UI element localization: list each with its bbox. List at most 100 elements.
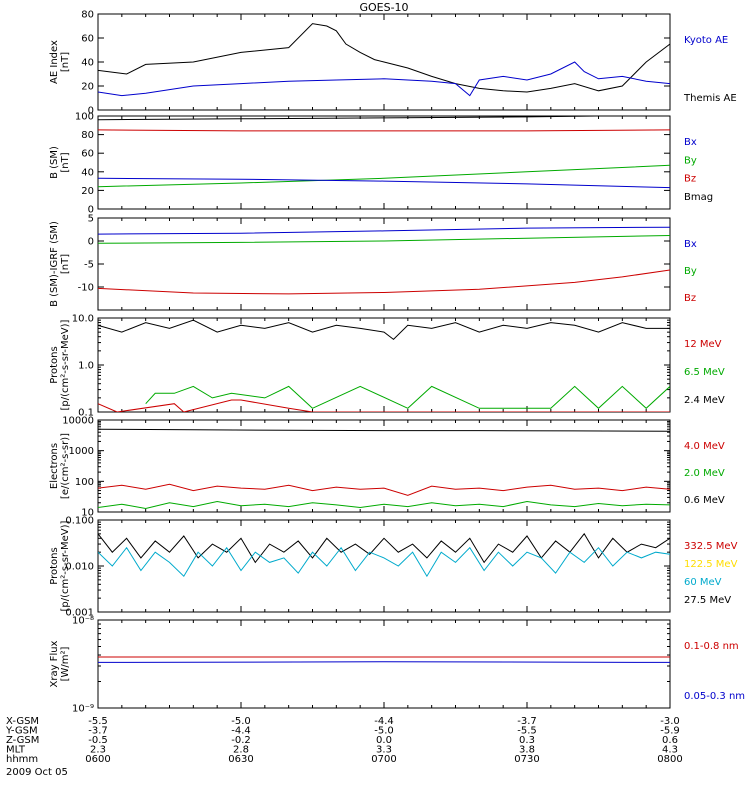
panel-7: 10⁻⁹ 10⁻⁸ Xray Flux [W/m²] 0.1-0.8 nm 0.05-0.… (49, 616, 745, 715)
y-tick-label: 10.0 (72, 314, 94, 325)
y-tick-label: -10 (78, 283, 94, 294)
y-tick-label: 0 (88, 106, 94, 117)
legend-label: 0.05-0.3 nm (684, 691, 745, 702)
orbit-value: -0.2 (231, 735, 251, 746)
y-axis-label: [W/m²] (60, 646, 71, 681)
y-tick-label: 20 (81, 186, 94, 197)
y-axis-label: [p/(cm²-s-sr-MeV)] (60, 520, 71, 611)
orbit-value: 0630 (228, 754, 253, 765)
panel-frame (97, 115, 671, 210)
legend-label: Bz (684, 293, 696, 304)
series-line-bmag (98, 116, 639, 121)
legend-label: 12 MeV (684, 339, 722, 350)
orbit-value: 0700 (371, 754, 396, 765)
y-tick-label: 10000 (62, 416, 94, 427)
series-line-themis-ae (98, 23, 670, 93)
legend-label: 0.6 MeV (684, 495, 725, 506)
legend-label: 0.1-0.8 nm (684, 641, 739, 652)
orbit-value: 3.8 (519, 745, 535, 756)
series-line-bz (98, 129, 670, 132)
orbit-value: 0.3 (519, 735, 535, 746)
series-line-bx (98, 226, 670, 235)
orbit-value: 3.3 (376, 745, 392, 756)
orbit-value: 4.3 (662, 745, 678, 756)
series-line-2-0-mev (98, 500, 670, 510)
orbit-value: 0.6 (662, 735, 678, 746)
y-axis-label: [nT] (60, 52, 71, 72)
orbit-value: 0800 (657, 754, 682, 765)
series-line-kyoto-ae (98, 61, 670, 97)
y-axis-label: Protons (49, 547, 60, 584)
series-line-0-6-mev (98, 428, 670, 432)
legend-label: Kyoto AE (684, 35, 728, 46)
y-tick-label: 100 (75, 477, 94, 488)
orbit-value: 2.3 (90, 745, 106, 756)
orbit-value: -5.5 (517, 726, 537, 737)
y-tick-label: 80 (81, 130, 94, 141)
y-axis-label: [p/(cm²-s-sr-MeV)] (60, 319, 71, 410)
legend-label: 27.5 MeV (684, 595, 731, 606)
legend-label: 2.0 MeV (684, 468, 725, 479)
orbit-value: -4.4 (231, 726, 251, 737)
orbit-row-label: X-GSM (6, 716, 39, 727)
legend-label: 122.5 MeV (684, 559, 738, 570)
series-line-by (98, 164, 670, 188)
y-tick-label: 0.010 (65, 562, 94, 573)
orbit-value: 2.8 (233, 745, 249, 756)
legend-label: 332.5 MeV (684, 541, 738, 552)
orbit-value: -3.7 (88, 726, 108, 737)
y-axis-label: Xray Flux (49, 640, 60, 687)
y-tick-label: 10⁻⁸ (72, 616, 94, 627)
orbit-value: 0600 (85, 754, 110, 765)
series-line-4-0-mev (98, 483, 670, 496)
y-tick-label: 5 (88, 214, 94, 225)
y-tick-label: 10⁻⁹ (72, 704, 94, 715)
y-tick-label: 0 (88, 205, 94, 216)
orbit-table: X-GSM -5.5 -5.0 -4.4 -3.7 -3.0Y-GSM -3.7 -4.4 -5… (5, 716, 683, 778)
orbit-value: -5.0 (374, 726, 394, 737)
orbit-value: -5.5 (88, 716, 108, 727)
legend-label: By (684, 266, 697, 277)
y-tick-label: 0.1 (78, 408, 94, 419)
y-axis-label: AE Index (49, 40, 60, 84)
series-line-2-4-mev (98, 319, 670, 341)
legend-label: 60 MeV (684, 577, 722, 588)
panel-5: 10 100 1000 10000 Electrons [e/(cm²-s-sr)] 4.0… (49, 416, 725, 519)
y-tick-label: 20 (81, 82, 94, 93)
panel-frame (97, 419, 671, 513)
y-axis-label: B (SM) (49, 146, 60, 179)
orbit-value: -3.0 (660, 716, 680, 727)
y-tick-label: 60 (81, 34, 94, 45)
orbit-row-label: hhmm (6, 754, 38, 765)
legend-label: 2.4 MeV (684, 395, 725, 406)
orbit-value: -3.7 (517, 716, 537, 727)
series-line-27-5-mev (98, 532, 670, 564)
orbit-row-label: Z-GSM (6, 735, 39, 746)
series-line-6-5-mev (145, 385, 670, 409)
legend-label: 4.0 MeV (684, 441, 725, 452)
legend-label: Bmag (684, 192, 713, 203)
plot-date: 2009 Oct 05 (6, 767, 68, 778)
y-axis-label: [nT] (60, 152, 71, 172)
panel-3: -10 -5 0 5 B (SM)-IGRF (SM) [nT] Bx By Bz (49, 214, 697, 311)
legend-label: 6.5 MeV (684, 367, 725, 378)
legend-label: Themis AE (683, 93, 737, 104)
panel-4: 0.1 1.0 10.0 Protons [p/(cm²-s-sr-MeV)] 12 Me… (49, 314, 725, 419)
orbit-value: -0.5 (88, 735, 108, 746)
y-tick-label: 1000 (69, 446, 94, 457)
y-tick-label: 40 (81, 58, 94, 69)
orbit-value: 0.0 (376, 735, 392, 746)
legend-label: Bx (684, 137, 697, 148)
y-tick-label: 0 (88, 237, 94, 248)
panel-6: 0.001 0.010 0.100 Protons [p/(cm²-s-sr-MeV)]… (49, 516, 738, 619)
y-axis-label: [e/(cm²-s-sr)] (60, 433, 71, 499)
y-tick-label: 40 (81, 167, 94, 178)
orbit-value: -5.9 (660, 726, 680, 737)
series-line-0-05-0-3-nm (98, 661, 670, 663)
y-tick-label: 80 (81, 10, 94, 21)
legend-label: Bz (684, 174, 696, 185)
y-tick-label: 100 (75, 112, 94, 123)
series-line-by (98, 235, 670, 244)
legend-label: By (684, 155, 697, 166)
y-tick-label: 10 (81, 508, 94, 519)
